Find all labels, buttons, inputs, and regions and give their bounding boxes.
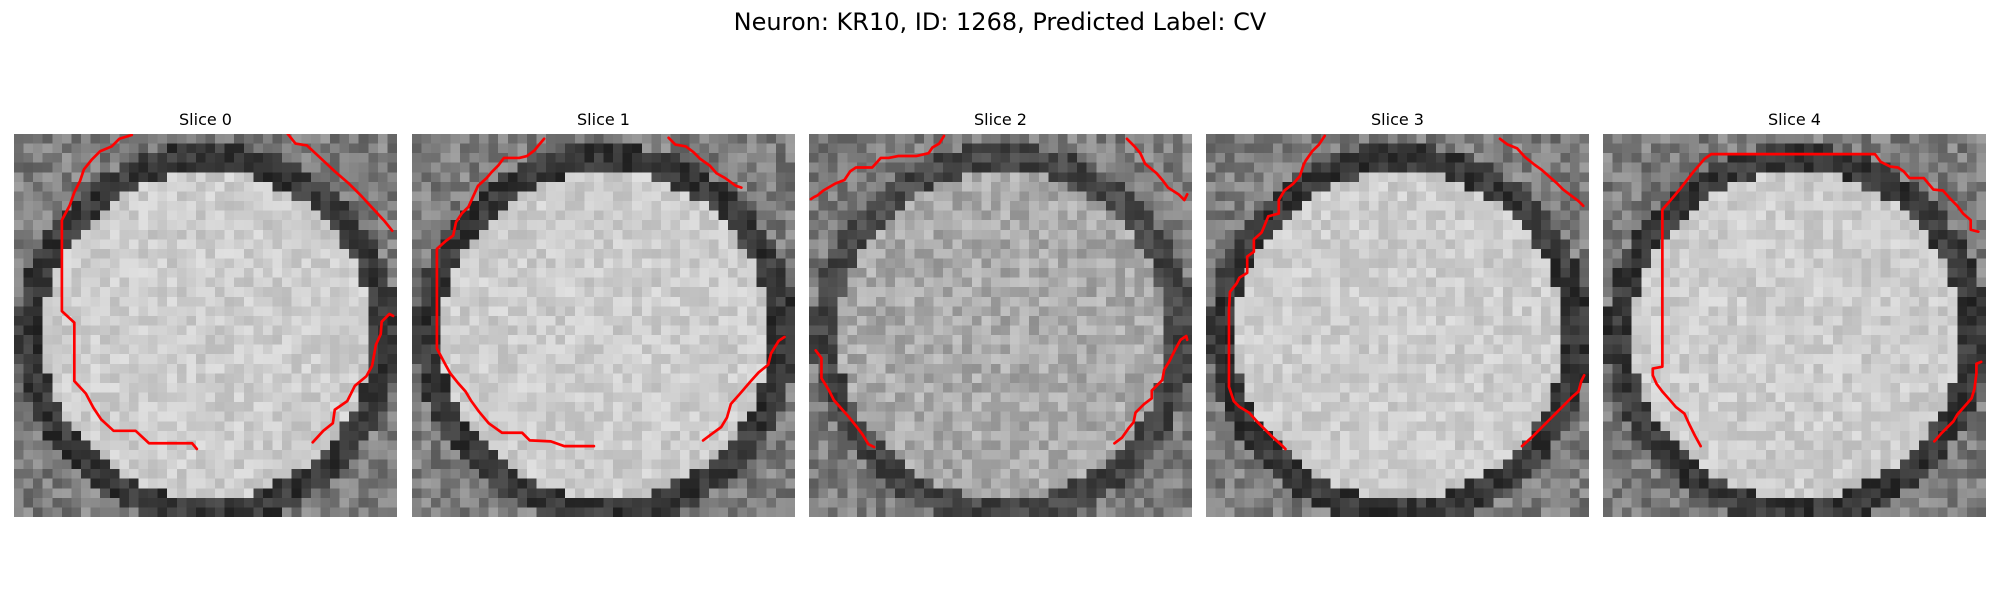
slice-image-3 [1206,134,1589,517]
slice-title-3: Slice 3 [1371,110,1424,129]
contour-line-3 [1113,334,1189,445]
slice-panel-3: Slice 3 [1206,108,1589,518]
slice-title-1: Slice 1 [577,110,630,129]
slice-image-1 [412,134,795,517]
slice-panel-4: Slice 4 [1603,108,1986,518]
slice-title-2: Slice 2 [974,110,1027,129]
figure-title: Neuron: KR10, ID: 1268, Predicted Label:… [733,8,1267,36]
contour-line-2 [311,312,395,444]
slice-pixels [14,134,397,517]
contour-line-1 [286,134,394,233]
slice-pixels [412,134,795,517]
contour-line-1 [1125,137,1189,202]
slice-pixels [1603,134,1986,517]
contour-line-0 [435,137,596,448]
contour-line-2 [814,349,876,449]
contour-line-1 [667,136,743,189]
slice-image-2 [809,134,1192,517]
slice-image-0 [14,134,397,517]
contour-line-0 [809,134,946,201]
contour-line-2 [1520,373,1586,448]
contour-line-0 [60,134,199,451]
contour-line-0 [1651,152,1980,448]
slice-pixels [1206,134,1589,517]
slice-panel-1: Slice 1 [412,108,795,518]
slice-pixels [809,134,1192,517]
slice-panel-2: Slice 2 [809,108,1192,518]
slice-title-0: Slice 0 [179,110,232,129]
contour-line-1 [1932,360,1983,443]
slice-panel-0: Slice 0 [14,108,397,518]
contour-line-1 [1498,137,1585,208]
contour-line-2 [701,335,786,442]
slice-image-4 [1603,134,1986,517]
contour-line-0 [1227,134,1327,451]
slice-title-4: Slice 4 [1768,110,1821,129]
